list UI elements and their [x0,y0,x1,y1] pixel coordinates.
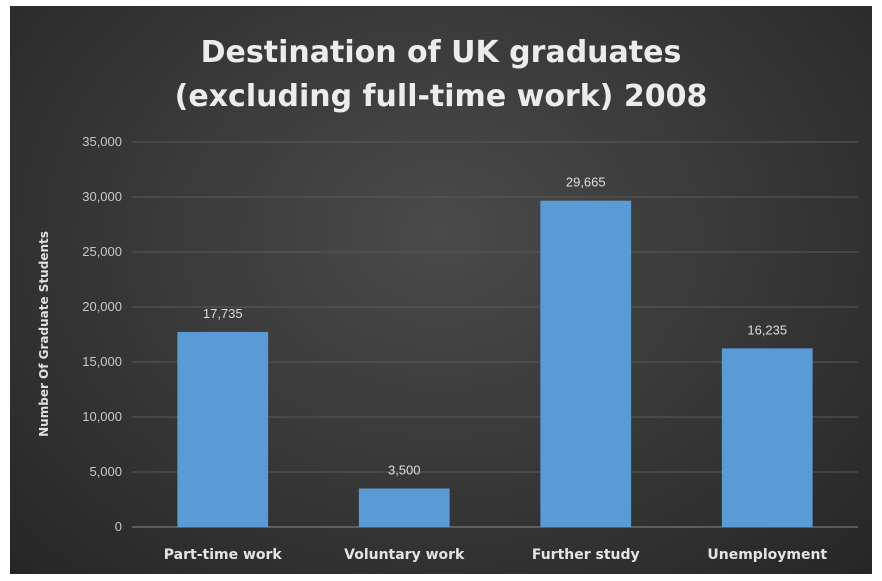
y-tick-label: 15,000 [82,354,122,369]
y-tick-label: 10,000 [82,409,122,424]
y-tick-label: 20,000 [82,299,122,314]
bar [721,348,813,527]
bar [540,200,632,527]
y-tick-label: 30,000 [82,189,122,204]
data-label: 17,735 [203,306,243,321]
x-category-label: Part-time work [164,547,283,563]
y-tick-label: 25,000 [82,244,122,259]
y-tick-label: 35,000 [82,134,122,149]
bar [177,331,269,527]
x-category-label: Further study [532,547,640,563]
y-tick-label: 5,000 [89,464,122,479]
x-category-label: Voluntary work [344,547,465,563]
bar-chart: Destination of UK graduates (excluding f… [37,35,858,563]
y-axis-label: Number Of Graduate Students [37,231,51,437]
chart-container: Destination of UK graduates (excluding f… [10,6,872,574]
data-label: 29,665 [566,175,606,190]
chart-title-line-2: (excluding full-time work) 2008 [175,79,708,114]
y-axis-ticks: 0 5,000 10,000 15,000 20,000 25,000 30,000 35,0… [82,134,122,534]
bars [177,200,813,527]
x-category-label: Unemployment [707,547,827,563]
y-tick-label: 0 [115,519,122,534]
x-axis-categories: Part-time work Voluntary work Further stud… [164,547,828,563]
chart-title-line-1: Destination of UK graduates [201,35,682,70]
data-label: 3,500 [388,463,421,478]
bar [358,488,450,527]
data-labels: 17,735 3,500 29,665 16,235 [203,175,787,478]
data-label: 16,235 [747,322,787,337]
